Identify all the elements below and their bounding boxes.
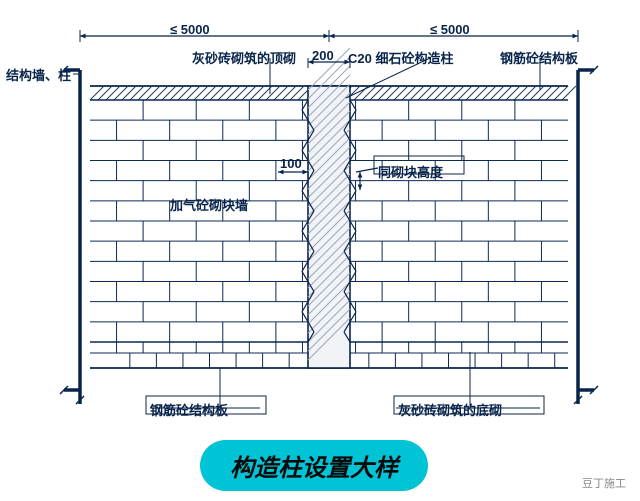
- title-pill: 构造柱设置大样: [200, 440, 428, 491]
- dim-tie-len: 100: [280, 156, 302, 171]
- label-bottom-brick: 灰砂砖砌筑的底砌: [398, 400, 502, 419]
- label-block-wall: 加气砼砌块墙: [170, 195, 248, 214]
- watermark: 豆丁施工: [582, 475, 626, 491]
- label-struct-wall-col: 结构墙、柱: [6, 65, 71, 84]
- label-same-block-h: 同砌块高度: [378, 162, 443, 181]
- diagram-stage: 结构墙、柱 ≤ 5000 ≤ 5000 灰砂砖砌筑的顶砌 200 C20 细石砼…: [0, 0, 640, 501]
- dim-col-w: 200: [312, 48, 334, 63]
- label-rc-slab-bottom: 钢筋砼结构板: [150, 400, 228, 419]
- label-top-brick: 灰砂砖砌筑的顶砌: [192, 48, 296, 67]
- dim-span-right: ≤ 5000: [430, 22, 470, 37]
- title-text: 构造柱设置大样: [230, 455, 398, 482]
- drawing-svg: [0, 0, 640, 501]
- label-c20-col: C20 细石砼构造柱: [348, 48, 453, 67]
- dim-span-left: ≤ 5000: [170, 22, 210, 37]
- label-rc-slab-top: 钢筋砼结构板: [500, 48, 578, 67]
